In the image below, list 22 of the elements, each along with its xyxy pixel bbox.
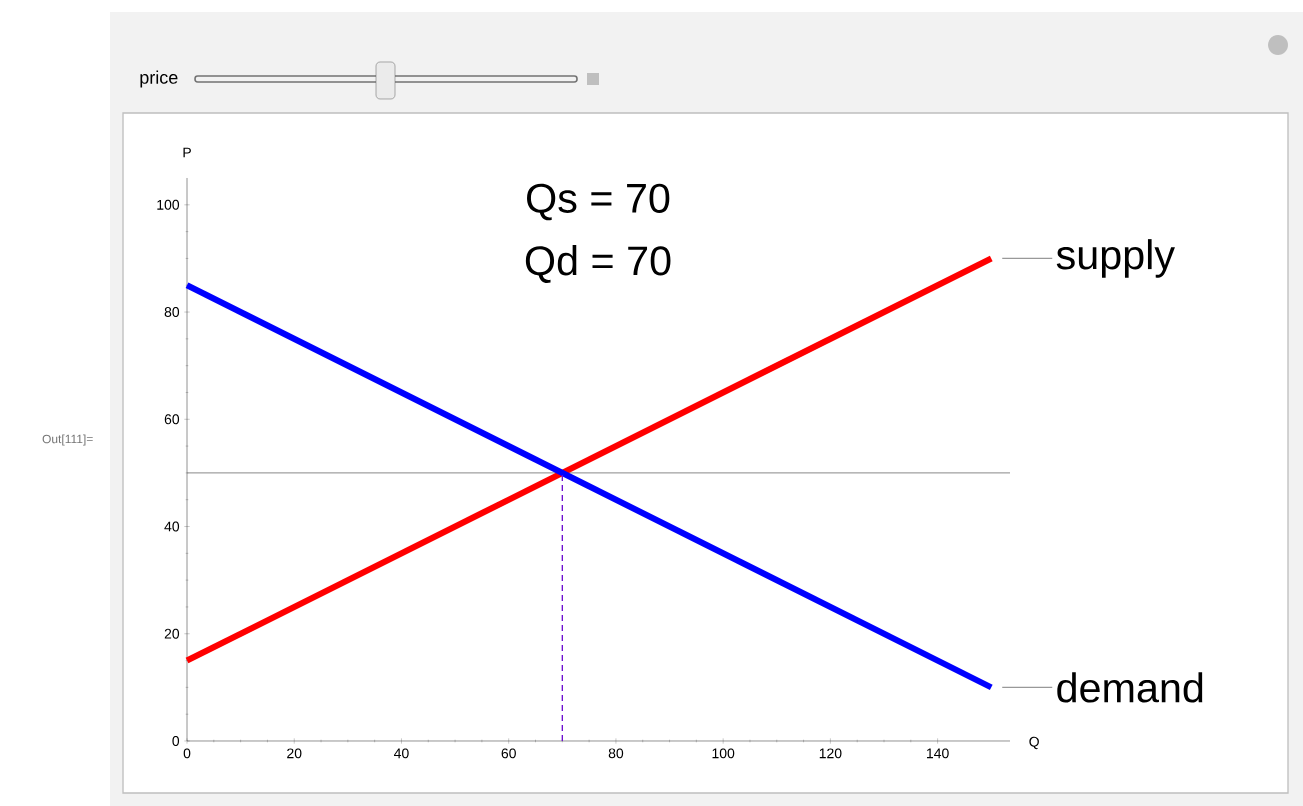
y-tick-label: 60: [164, 414, 180, 425]
x-axis-title: Q: [1029, 736, 1039, 750]
series-label: supply: [1056, 239, 1175, 278]
annotation: Qd = 70: [525, 245, 671, 283]
y-tick-label: 40: [164, 521, 180, 532]
y-tick-label: 0: [172, 736, 180, 746]
x-tick-label: 100: [712, 748, 735, 759]
x-tick-label: 60: [501, 748, 516, 759]
y-tick-label: 80: [164, 307, 180, 318]
x-tick-label: 40: [394, 748, 409, 759]
x-tick-label: 0: [183, 748, 191, 759]
x-tick-label: 80: [608, 748, 624, 759]
y-tick-label: 100: [157, 199, 180, 210]
annotation: Qs = 70: [527, 183, 670, 221]
x-tick-label: 20: [287, 748, 302, 759]
series-label: demand: [1057, 672, 1203, 703]
text: price: [140, 70, 178, 88]
x-tick-label: 140: [927, 748, 949, 759]
y-tick-label: 20: [164, 628, 180, 639]
text: Out[111]=: [42, 434, 93, 446]
x-tick-label: 120: [819, 748, 842, 759]
y-axis-title: P: [183, 147, 191, 158]
